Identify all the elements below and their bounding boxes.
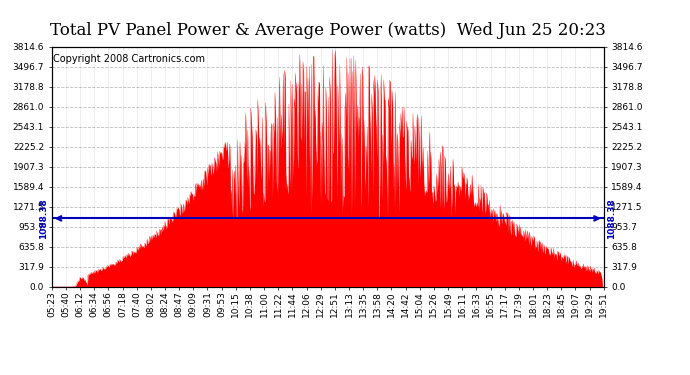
Text: 1088.38: 1088.38 xyxy=(39,198,48,239)
Text: Copyright 2008 Cartronics.com: Copyright 2008 Cartronics.com xyxy=(53,54,205,64)
Text: Total PV Panel Power & Average Power (watts)  Wed Jun 25 20:23: Total PV Panel Power & Average Power (wa… xyxy=(50,22,606,39)
Text: 1088.38: 1088.38 xyxy=(607,198,616,239)
